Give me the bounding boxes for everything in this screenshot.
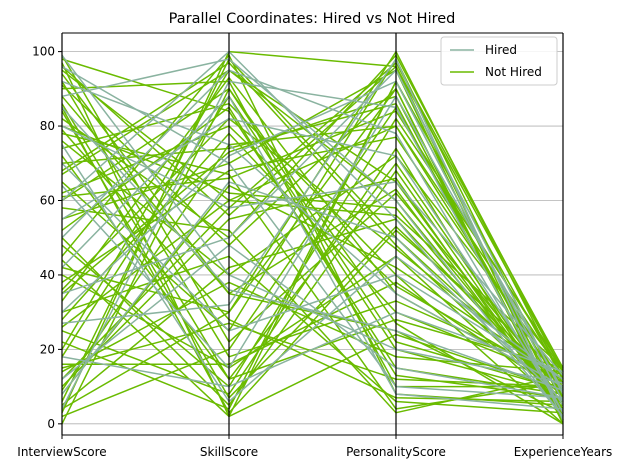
series-line-not-hired: [61, 88, 564, 425]
series-line-not-hired: [61, 117, 564, 384]
series-line-hired: [61, 80, 564, 388]
series-line-hired: [61, 95, 564, 391]
series-line-hired: [61, 162, 564, 380]
dimension-label: InterviewScore: [17, 445, 106, 459]
series-line-not-hired: [61, 259, 564, 418]
series-line-not-hired: [61, 54, 564, 373]
series-line-not-hired: [61, 58, 564, 402]
legend: Hired Not Hired: [440, 36, 558, 86]
series-line-not-hired: [61, 62, 564, 418]
axes-layer: [61, 32, 564, 436]
series-line-not-hired: [61, 207, 564, 414]
series-line-not-hired: [61, 69, 564, 410]
series-line-hired: [61, 58, 564, 417]
series-line-hired: [61, 311, 564, 388]
y-tick-label: 80: [40, 119, 55, 133]
y-tick-label: 100: [32, 45, 55, 59]
series-line-hired: [61, 54, 564, 384]
series-line-hired: [61, 244, 564, 399]
series-line-not-hired: [61, 177, 564, 417]
series-line-hired: [61, 106, 564, 392]
series-line-hired: [61, 125, 564, 376]
dimension-label: PersonalityScore: [346, 445, 446, 459]
chart-title: Parallel Coordinates: Hired vs Not Hired: [169, 11, 456, 27]
data-lines: [61, 50, 564, 425]
y-tick-label: 0: [47, 417, 55, 431]
y-tick-label: 60: [40, 194, 55, 208]
series-line-hired: [61, 117, 564, 406]
dimension-labels: InterviewScore SkillScore PersonalityScore…: [17, 435, 612, 459]
legend-frame: [440, 36, 558, 86]
y-tick-label: 40: [40, 268, 55, 282]
series-line-hired: [61, 80, 564, 414]
legend-label-not-hired: Not Hired: [485, 65, 542, 79]
y-tick-label: 20: [40, 342, 55, 356]
series-line-not-hired: [61, 281, 564, 373]
series-line-not-hired: [61, 129, 564, 403]
series-line-hired: [61, 50, 564, 417]
series-line-hired: [61, 69, 564, 414]
series-line-not-hired: [61, 69, 564, 421]
series-line-not-hired: [61, 140, 564, 373]
series-line-hired: [61, 80, 564, 402]
series-line-not-hired: [61, 50, 564, 414]
series-line-hired: [61, 95, 564, 410]
series-line-hired: [61, 181, 564, 403]
series-line-hired: [61, 58, 564, 421]
series-line-not-hired: [62, 281, 564, 395]
series-line-hired: [61, 65, 564, 399]
series-line-not-hired: [61, 199, 564, 369]
series-line-not-hired: [61, 69, 564, 391]
dimension-label: SkillScore: [200, 445, 258, 459]
y-ticks: 0 20 40 60 80 100: [32, 45, 62, 431]
series-line-hired: [61, 69, 564, 395]
dimension-label: ExperienceYears: [514, 445, 613, 459]
series-line-not-hired: [61, 103, 564, 406]
legend-label-hired: Hired: [485, 43, 517, 57]
